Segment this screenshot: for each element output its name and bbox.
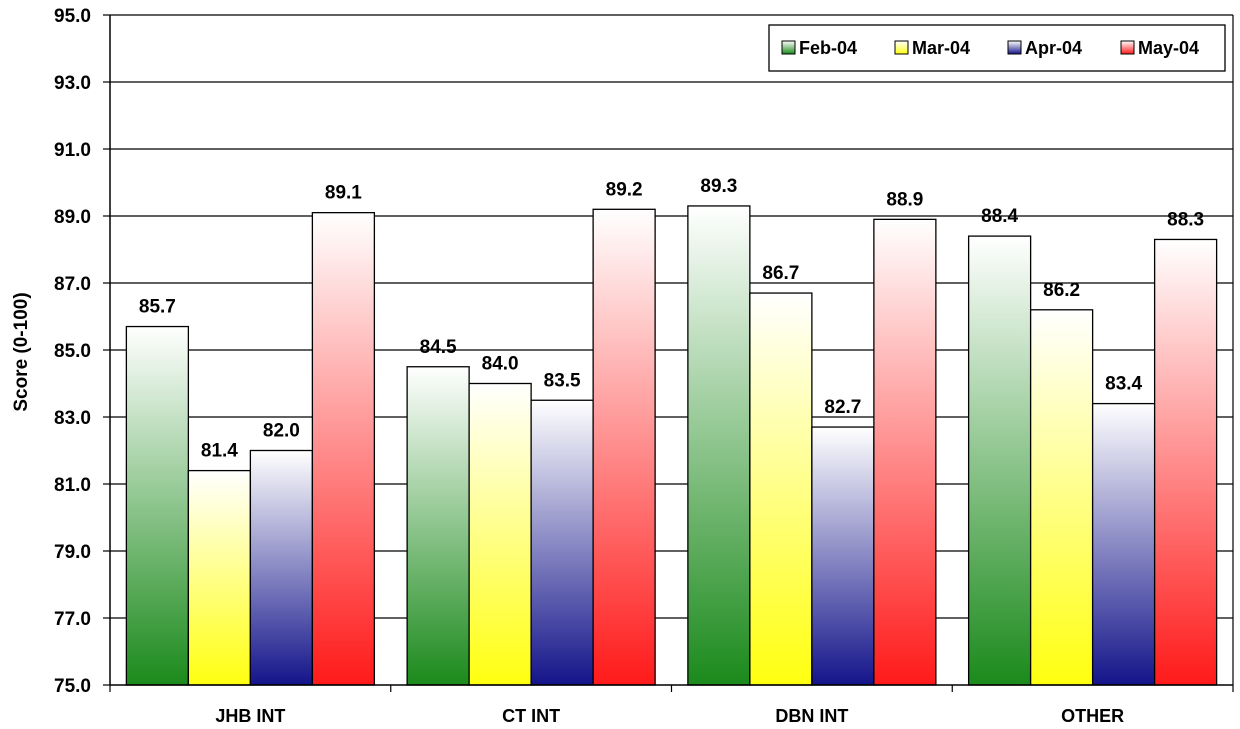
category-label: CT INT bbox=[502, 706, 560, 726]
bar-apr-04-jhb-int bbox=[249, 449, 314, 686]
y-tick-label: 87.0 bbox=[54, 274, 91, 295]
bar-mar-04-jhb-int bbox=[187, 469, 252, 686]
y-tick-label: 77.0 bbox=[54, 609, 91, 630]
legend-swatch bbox=[1007, 40, 1022, 55]
bar-mar-04-ct-int bbox=[468, 382, 532, 686]
data-label: 84.0 bbox=[482, 354, 519, 375]
data-label: 83.4 bbox=[1105, 374, 1142, 395]
bar-feb-04-dbn-int bbox=[687, 205, 751, 686]
bar-may-04-jhb-int bbox=[311, 211, 376, 686]
legend-label: Mar-04 bbox=[912, 38, 970, 58]
bar-mar-04-other bbox=[1029, 309, 1094, 686]
legend-box bbox=[768, 24, 1226, 72]
legend-label: Apr-04 bbox=[1025, 38, 1082, 58]
category-label: JHB INT bbox=[215, 706, 285, 726]
data-label: 82.7 bbox=[824, 397, 861, 418]
axes bbox=[109, 15, 1234, 692]
bar-mar-04-dbn-int bbox=[749, 292, 813, 686]
data-label: 86.7 bbox=[762, 263, 799, 284]
data-label: 84.5 bbox=[420, 337, 457, 358]
y-tick-label: 75.0 bbox=[54, 676, 91, 697]
category-label: OTHER bbox=[1061, 706, 1124, 726]
bar-feb-04-jhb-int bbox=[125, 325, 190, 686]
x-axis-categories: JHB INT CT INT DBN INT OTHER bbox=[215, 706, 1124, 726]
bar-feb-04-other bbox=[967, 235, 1032, 686]
data-label: 86.2 bbox=[1043, 280, 1080, 301]
bar-may-04-dbn-int bbox=[873, 218, 937, 686]
category-label: DBN INT bbox=[775, 706, 848, 726]
y-axis-label: Score (0-100) bbox=[11, 292, 32, 411]
y-tick-label: 85.0 bbox=[54, 341, 91, 362]
bar-apr-04-dbn-int bbox=[811, 426, 875, 686]
data-label: 85.7 bbox=[139, 297, 176, 318]
data-label: 88.3 bbox=[1167, 209, 1204, 230]
bars bbox=[125, 205, 1218, 686]
y-tick-label: 95.0 bbox=[54, 6, 91, 27]
y-tick-label: 89.0 bbox=[54, 207, 91, 228]
y-tick-label: 81.0 bbox=[54, 475, 91, 496]
y-tick-label: 91.0 bbox=[54, 140, 91, 161]
legend-swatch bbox=[781, 40, 796, 55]
data-label: 88.4 bbox=[981, 206, 1018, 227]
y-tick-label: 79.0 bbox=[54, 542, 91, 563]
y-tick-label: 83.0 bbox=[54, 408, 91, 429]
y-tick-label: 93.0 bbox=[54, 73, 91, 94]
data-label: 81.4 bbox=[201, 441, 238, 462]
data-label: 83.5 bbox=[544, 370, 581, 391]
legend-label: Feb-04 bbox=[799, 38, 857, 58]
y-axis-ticks: 75.0 77.0 79.0 81.0 83.0 85.0 87.0 89.0 91.0 93.0… bbox=[54, 6, 110, 697]
data-label: 88.9 bbox=[886, 189, 923, 210]
bar-apr-04-other bbox=[1091, 402, 1156, 686]
legend-swatch bbox=[894, 40, 909, 55]
data-labels: 85.7 81.4 82.0 89.1 84.5 84.0 83.5 89.2 89.3 86.7… bbox=[139, 176, 1204, 462]
data-label: 89.1 bbox=[325, 183, 362, 204]
data-label: 89.2 bbox=[606, 179, 643, 200]
legend: Feb-04 Mar-04 Apr-04 May-04 bbox=[768, 24, 1226, 72]
bar-may-04-ct-int bbox=[592, 208, 656, 686]
bar-apr-04-ct-int bbox=[530, 399, 594, 686]
bar-feb-04-ct-int bbox=[406, 366, 470, 686]
legend-swatch bbox=[1120, 40, 1135, 55]
data-label: 82.0 bbox=[263, 421, 300, 442]
data-label: 89.3 bbox=[700, 176, 737, 197]
bar-may-04-other bbox=[1153, 238, 1218, 686]
legend-label: May-04 bbox=[1138, 38, 1199, 58]
